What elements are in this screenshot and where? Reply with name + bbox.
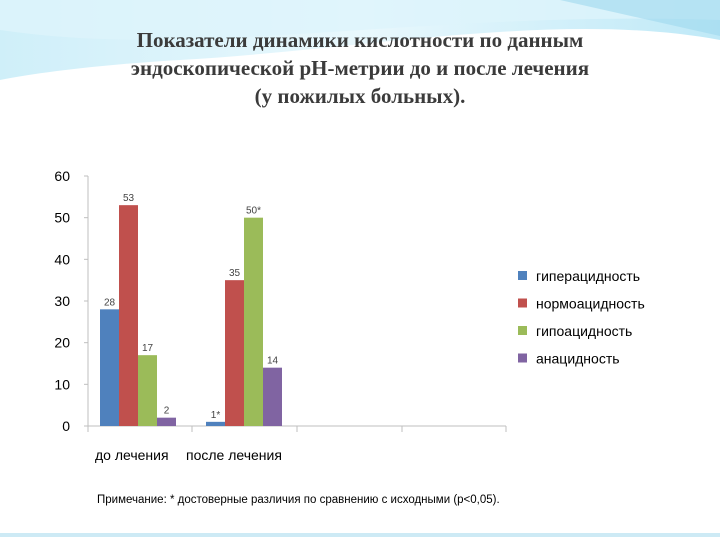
x-category-label: до лечения bbox=[95, 447, 169, 463]
y-tick-label: 60 bbox=[54, 168, 70, 184]
bar bbox=[263, 367, 282, 426]
data-label: 2 bbox=[164, 406, 170, 417]
title-line: Показатели динамики кислотности по данны… bbox=[136, 28, 584, 52]
bar bbox=[225, 280, 244, 426]
data-label: 1* bbox=[211, 410, 221, 421]
bar bbox=[206, 421, 225, 426]
legend-swatch bbox=[518, 298, 527, 308]
title-line: (у пожилых больных). bbox=[254, 84, 466, 108]
y-tick-label: 30 bbox=[54, 293, 70, 309]
data-label: 14 bbox=[267, 356, 279, 367]
y-tick-label: 0 bbox=[62, 418, 70, 434]
footnote: Примечание: * достоверные различия по ср… bbox=[97, 494, 500, 506]
legend-swatch bbox=[518, 271, 527, 280]
legend-swatch bbox=[518, 353, 527, 363]
data-label: 28 bbox=[104, 297, 116, 308]
legend-label: нормоацидность bbox=[536, 296, 645, 312]
legend-label: гипоацидность bbox=[536, 323, 632, 339]
bar bbox=[138, 355, 157, 426]
legend-label: гиперацидность bbox=[536, 268, 640, 284]
data-label: 35 bbox=[229, 268, 241, 279]
data-label: 50* bbox=[246, 206, 261, 217]
bar bbox=[100, 309, 119, 426]
bar bbox=[119, 205, 138, 426]
y-tick-label: 10 bbox=[54, 376, 70, 392]
y-tick-label: 20 bbox=[54, 335, 70, 351]
data-label: 53 bbox=[123, 193, 135, 204]
x-category-label: после лечения bbox=[186, 447, 282, 463]
y-tick-label: 50 bbox=[54, 210, 70, 226]
legend-label: анацидность bbox=[536, 351, 620, 367]
bar bbox=[244, 217, 263, 426]
data-label: 17 bbox=[142, 343, 154, 354]
bar bbox=[157, 417, 176, 426]
y-tick-label: 40 bbox=[54, 251, 70, 267]
slide-title: Показатели динамики кислотности по данны… bbox=[40, 26, 680, 110]
legend-swatch bbox=[518, 326, 527, 335]
title-line: эндоскопической рН-метрии до и после леч… bbox=[130, 56, 590, 80]
